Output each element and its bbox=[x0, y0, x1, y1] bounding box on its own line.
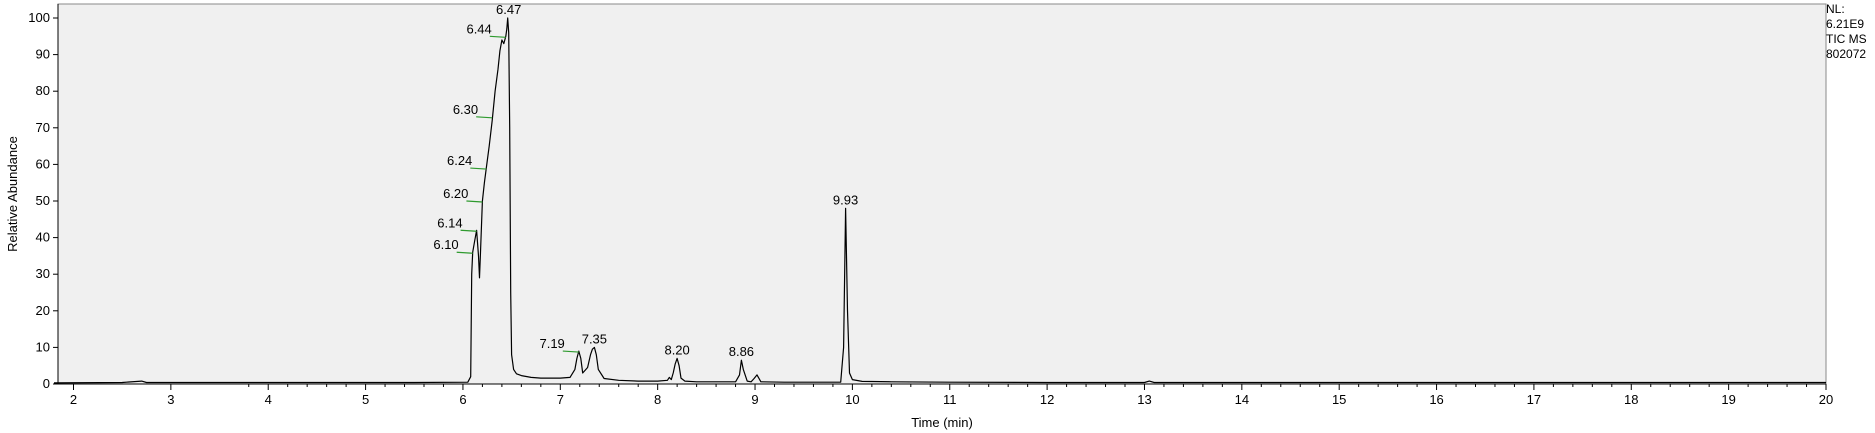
y-tick-label: 90 bbox=[36, 47, 50, 62]
scan-filter: TIC MS bbox=[1826, 32, 1867, 46]
y-tick-label: 10 bbox=[36, 339, 50, 354]
y-tick-label: 40 bbox=[36, 230, 50, 245]
plot-area bbox=[57, 3, 1827, 385]
peak-label-leader bbox=[456, 251, 473, 254]
peak-label-leader bbox=[466, 200, 483, 203]
peak-label: 6.14 bbox=[437, 215, 462, 230]
x-tick-label: 6 bbox=[459, 392, 466, 407]
x-tick-label: 4 bbox=[265, 392, 272, 407]
peak-label: 6.30 bbox=[453, 102, 478, 117]
peak-label-leader bbox=[489, 35, 506, 38]
peak-label: 6.44 bbox=[466, 21, 491, 36]
peak-labels: 6.10 6.14 6.20 6.24 6.30 6.44 6.47 7.19 7.35 8.20… bbox=[433, 2, 858, 359]
y-axis-label: Relative Abundance bbox=[5, 136, 20, 252]
peak-label: 6.20 bbox=[443, 186, 468, 201]
peak-label: 6.10 bbox=[433, 237, 458, 252]
y-tick-label: 30 bbox=[36, 266, 50, 281]
y-tick-label: 100 bbox=[28, 10, 50, 25]
x-tick-label: 17 bbox=[1527, 392, 1541, 407]
peak-label: 9.93 bbox=[833, 192, 858, 207]
peak-label: 8.86 bbox=[729, 344, 754, 359]
x-axis-label: Time (min) bbox=[911, 415, 973, 430]
y-axis: 0 10 20 30 40 50 60 70 80 90 100 bbox=[28, 4, 59, 391]
file-name: 802072 bbox=[1826, 47, 1867, 61]
x-tick-label: 15 bbox=[1332, 392, 1346, 407]
y-tick-label: 60 bbox=[36, 156, 50, 171]
x-tick-label: 5 bbox=[362, 392, 369, 407]
x-tick-label: 7 bbox=[557, 392, 564, 407]
peak-label-leader bbox=[460, 229, 477, 232]
peak-label: 7.19 bbox=[539, 336, 564, 351]
peak-label-leader bbox=[476, 116, 493, 119]
x-tick-label: 14 bbox=[1235, 392, 1249, 407]
x-tick-label: 3 bbox=[167, 392, 174, 407]
y-tick-label: 70 bbox=[36, 120, 50, 135]
y-tick-label: 0 bbox=[43, 376, 50, 391]
x-tick-label: 16 bbox=[1429, 392, 1443, 407]
nl-value: 6.21E9 bbox=[1826, 17, 1865, 31]
y-tick-label: 80 bbox=[36, 83, 50, 98]
peak-label: 6.47 bbox=[496, 2, 521, 17]
x-tick-label: 10 bbox=[845, 392, 859, 407]
x-tick-label: 13 bbox=[1137, 392, 1151, 407]
x-tick-label: 18 bbox=[1624, 392, 1638, 407]
peak-label: 8.20 bbox=[664, 342, 689, 357]
x-tick-label: 19 bbox=[1721, 392, 1735, 407]
x-tick-label: 12 bbox=[1040, 392, 1054, 407]
peak-label: 7.35 bbox=[582, 331, 607, 346]
x-tick-label: 11 bbox=[943, 392, 957, 407]
peak-label-leader bbox=[562, 350, 579, 353]
normalization-info: NL: 6.21E9 TIC MS 802072 bbox=[1826, 2, 1867, 62]
x-tick-label: 20 bbox=[1819, 392, 1833, 407]
peak-label: 6.24 bbox=[447, 153, 472, 168]
y-tick-label: 20 bbox=[36, 303, 50, 318]
x-tick-label: 9 bbox=[751, 392, 758, 407]
x-tick-label: 8 bbox=[654, 392, 661, 407]
nl-label: NL: bbox=[1826, 2, 1845, 16]
x-tick-label: 2 bbox=[70, 392, 77, 407]
y-tick-label: 50 bbox=[36, 193, 50, 208]
peak-label-leader bbox=[470, 167, 487, 170]
tic-trace bbox=[53, 17, 1826, 384]
x-axis: 2 3 4 5 6 7 8 9 10 11 12 13 14 15 16 17 18 19 20 bbox=[58, 383, 1833, 407]
